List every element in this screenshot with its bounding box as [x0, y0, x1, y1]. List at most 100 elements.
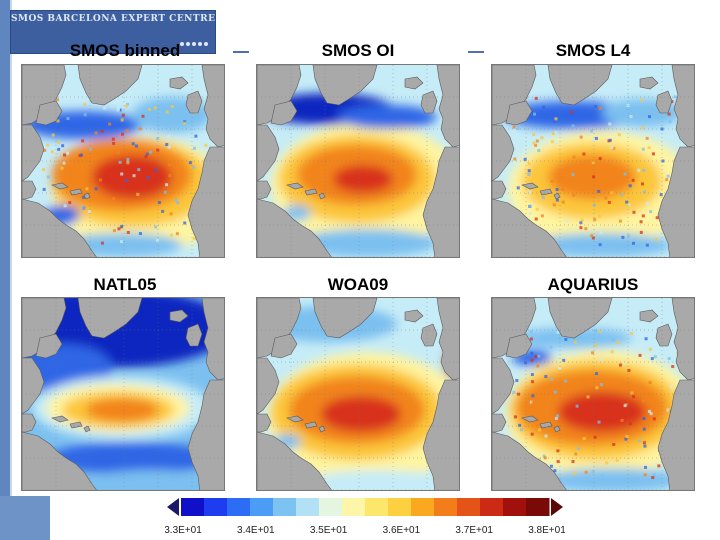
speckle-pixel — [528, 190, 532, 194]
speckle-pixel — [144, 155, 148, 159]
colorbar-tick-label: 3.3E+01 — [165, 525, 202, 536]
speckle-pixel — [610, 146, 614, 150]
speckle-pixel — [607, 200, 611, 204]
speckle-pixel — [610, 350, 614, 354]
speckle-pixel — [534, 96, 538, 100]
speckle-pixel — [156, 137, 160, 141]
colorbar-segment — [181, 498, 205, 516]
landmass — [655, 323, 673, 347]
speckle-pixel — [661, 159, 665, 163]
speckle-pixel — [152, 115, 156, 119]
speckle-pixel — [173, 147, 177, 151]
salinity-blob — [86, 398, 158, 422]
speckle-pixel — [573, 340, 577, 344]
speckle-pixel — [571, 460, 575, 464]
speckle-pixel — [556, 330, 560, 334]
speckle-pixel — [527, 162, 531, 166]
speckle-pixel — [125, 129, 129, 133]
speckle-pixel — [632, 395, 636, 399]
speckle-pixel — [165, 142, 169, 146]
speckle-pixel — [121, 132, 125, 136]
speckle-pixel — [540, 136, 544, 140]
landmass — [422, 379, 459, 490]
speckle-pixel — [175, 232, 179, 236]
land-mask — [257, 298, 459, 490]
landmass — [492, 198, 567, 257]
speckle-pixel — [513, 415, 517, 419]
speckle-pixel — [99, 178, 103, 182]
speckle-pixel — [534, 217, 538, 221]
land-mask — [492, 65, 694, 257]
speckle-pixel — [638, 353, 642, 357]
speckle-pixel — [624, 437, 628, 441]
speckle-pixel — [594, 136, 598, 140]
speckle-pixel — [659, 193, 663, 197]
speckle-pixel — [650, 357, 654, 361]
speckle-pixel — [555, 187, 559, 191]
landmass — [655, 90, 673, 114]
speckle-pixel — [580, 218, 584, 222]
speckle-pixel — [513, 157, 517, 161]
speckle-pixel — [628, 184, 632, 188]
speckle-pixel — [643, 473, 647, 477]
speckle-pixel — [597, 189, 601, 193]
speckle-pixel — [530, 351, 534, 355]
speckle-pixel — [535, 207, 539, 211]
speckle-pixel — [627, 368, 631, 372]
speckle-pixel — [550, 140, 554, 144]
speckle-pixel — [618, 219, 622, 223]
speckle-pixel — [136, 192, 140, 196]
speckle-pixel — [554, 117, 558, 121]
speckle-pixel — [536, 364, 540, 368]
speckle-pixel — [83, 161, 87, 165]
bottom-left-block — [0, 496, 50, 540]
speckle-pixel — [518, 423, 522, 427]
speckle-pixel — [170, 233, 174, 237]
speckle-pixel — [540, 214, 544, 218]
speckle-pixel — [591, 161, 595, 165]
colorbar-segment — [273, 498, 297, 516]
speckle-pixel — [42, 168, 46, 172]
left-light-stripe — [10, 0, 12, 540]
speckle-pixel — [666, 408, 670, 412]
speckle-pixel — [599, 358, 603, 362]
speckle-pixel — [577, 447, 581, 451]
speckle-pixel — [620, 418, 624, 422]
map-panel-smos-l4 — [491, 64, 695, 258]
speckle-pixel — [532, 133, 536, 137]
map-panel-woa09 — [256, 297, 460, 491]
speckle-pixel — [538, 428, 542, 432]
speckle-pixel — [608, 122, 612, 126]
speckle-pixel — [673, 95, 677, 99]
speckle-pixel — [538, 457, 542, 461]
speckle-pixel — [183, 221, 187, 225]
speckle-pixel — [623, 404, 627, 408]
speckle-pixel — [586, 395, 590, 399]
speckle-pixel — [154, 168, 158, 172]
speckle-pixel — [138, 232, 142, 236]
speckle-pixel — [100, 129, 104, 133]
speckle-pixel — [530, 358, 534, 362]
colorbar-tick-label: 3.8E+01 — [528, 525, 565, 536]
speckle-pixel — [530, 432, 534, 436]
speckle-pixel — [66, 117, 70, 121]
land-mask — [492, 298, 694, 490]
speckle-pixel — [520, 428, 524, 432]
speckle-pixel — [543, 336, 547, 340]
speckle-pixel — [194, 134, 198, 138]
speckle-pixel — [605, 461, 609, 465]
colorbar-segment — [204, 498, 228, 516]
speckle-pixel — [612, 442, 616, 446]
speckle-pixel — [579, 226, 583, 230]
salinity-field — [502, 99, 694, 257]
speckle-pixel — [553, 390, 557, 394]
speckle-pixel — [639, 230, 643, 234]
speckle-pixel — [94, 187, 98, 191]
panel-title-smos-oi: SMOS OI — [321, 41, 395, 60]
speckle-pixel — [169, 191, 173, 195]
speckle-pixel — [646, 201, 650, 205]
speckle-pixel — [600, 473, 604, 477]
salinity-blob — [297, 229, 437, 257]
landmass — [420, 323, 438, 347]
speckle-pixel — [141, 114, 145, 118]
